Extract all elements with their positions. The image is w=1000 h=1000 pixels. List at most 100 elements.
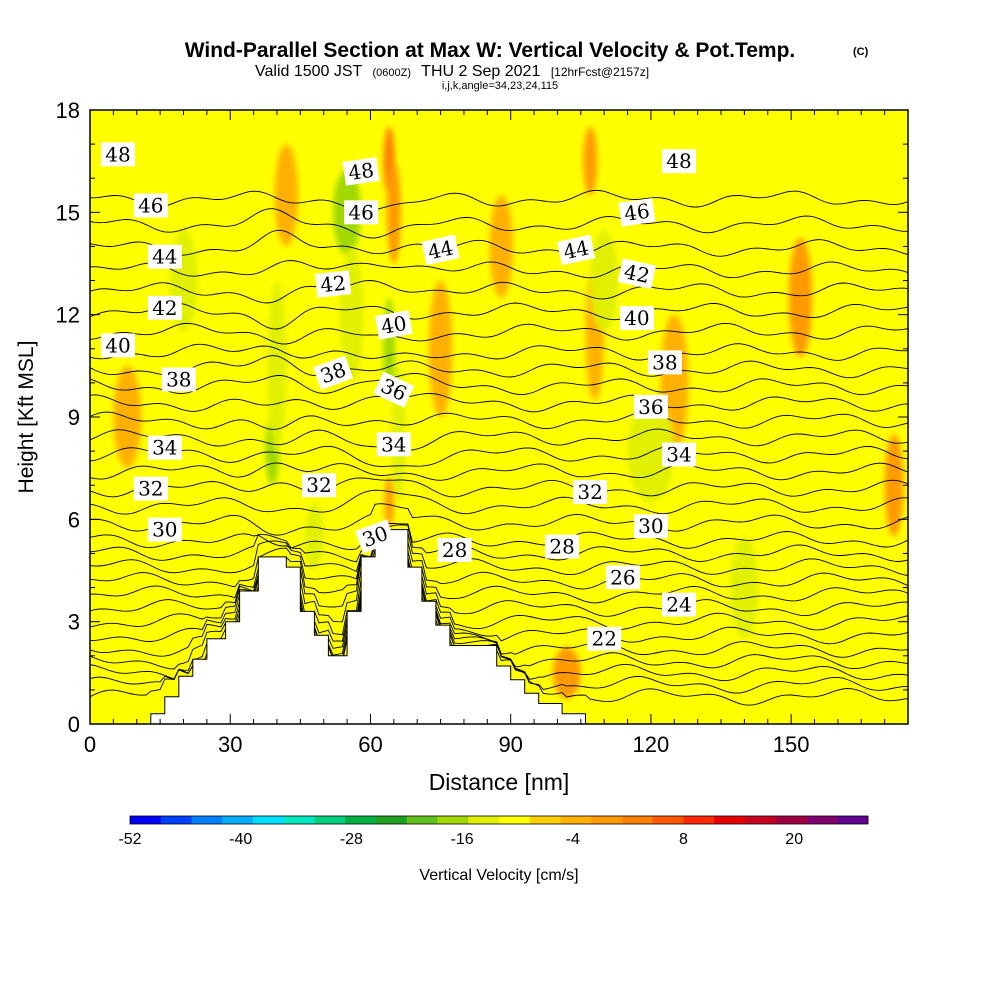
colorbar-tick-label: 8 [679,831,688,848]
theta-contour-line [90,208,908,239]
contour-label: 30 [633,514,668,539]
contour-label: 28 [545,534,580,559]
colorbar-swatch [499,816,531,824]
velocity-cell [428,280,453,417]
contour-label-box [101,142,135,167]
contour-label-box [313,355,354,390]
contour-label-box [421,234,460,266]
contour-label-text: 46 [623,199,652,226]
colorbar-swatch [437,816,469,824]
velocity-cell [305,502,324,571]
contour-label: 30 [147,517,182,542]
contour-label-box [437,538,472,562]
colorbar-swatch [406,816,438,824]
contour-label: 34 [147,435,182,460]
theta-contour-line [90,355,908,379]
colorbar-tick-label: -16 [451,831,474,848]
contour-label-text: 48 [666,149,691,173]
y-tick-label: 3 [68,610,80,635]
contour-label-box [147,244,182,269]
colorbar-swatch [160,816,192,824]
y-tick-label: 12 [56,303,80,328]
contour-label: 40 [619,306,654,331]
theta-contour-line [90,541,908,590]
contour-label-box [633,394,668,419]
theta-contour-line [90,503,908,536]
theta-contour-line [90,545,908,617]
velocity-cell [583,127,598,196]
y-tick-label: 6 [68,507,80,532]
colorbar-tick-label: -28 [340,831,363,848]
colorbar-swatch [714,816,746,824]
theta-contour-line [90,522,908,550]
contour-label-text: 22 [591,627,616,651]
contour-label-text: 38 [652,350,677,374]
contour-label-box [147,295,182,320]
contour-label-text: 24 [666,593,691,617]
contour-label: 26 [605,565,640,590]
colorbar-swatch [775,816,807,824]
theta-contour-line [90,260,908,279]
theta-contour-line [90,428,908,451]
contour-label-text: 30 [152,518,177,542]
contour-label-text: 44 [152,245,177,269]
contour-label-box [647,350,682,375]
contour-label: 40 [374,310,413,340]
y-tick-label: 9 [68,405,80,430]
contour-label: 46 [618,198,656,227]
colorbar-swatch [622,816,654,824]
forecast-info: [12hrFcst@2157z] [551,65,649,79]
colorbar-tick-label: 20 [785,831,803,848]
contour-label: 32 [302,473,336,498]
velocity-field [113,127,904,699]
theta-contour-line [90,462,908,481]
contour-label: 48 [662,149,696,174]
contour-label-text: 34 [666,443,691,467]
velocity-cell [590,229,619,332]
contour-label-text: 44 [561,236,591,265]
contour-label-text: 30 [638,514,663,538]
contour-label-box [376,432,411,457]
contour-label: 40 [101,333,135,358]
y-tick-label: 15 [56,200,80,225]
velocity-cell [489,195,514,298]
theta-contour-line [90,445,908,467]
contour-label-text: 42 [319,271,347,298]
colorbar-frame [129,815,869,825]
colorbar-swatch [253,816,285,824]
contour-label: 46 [344,200,379,225]
theta-contour-line [90,555,908,645]
contour-label: 28 [437,538,472,562]
contour-label-box [605,565,640,590]
contour-label-text: 48 [105,142,130,166]
y-tick-label: 0 [68,712,80,737]
velocity-cell [627,399,675,503]
velocity-cell [884,434,904,537]
colorbar-swatch [560,816,592,824]
contour-label-box [662,149,696,174]
theta-contour-line [90,411,908,430]
terrain-mask [150,529,586,724]
theta-contour-line [90,477,908,498]
contour-label-box [355,519,396,554]
contour-label-box [662,592,696,617]
theta-contour-line [90,229,908,257]
contour-label-text: 28 [442,538,467,562]
velocity-cell [730,536,759,639]
colorbar-swatch [652,816,684,824]
velocity-cell [113,365,142,469]
contour-label: 44 [147,244,182,269]
contour-label-box [133,193,168,218]
contour-label-text: 34 [152,436,177,460]
contour-label-text: 40 [105,333,130,357]
contour-label-text: 40 [379,311,408,339]
contour-label: 24 [662,592,696,617]
x-axis: 0 30 60 90 120 150 [84,110,909,757]
colorbar-swatch [683,816,715,824]
theta-contour-line [90,545,908,604]
theta-contour-line [90,561,908,658]
contour-label: 34 [662,442,696,467]
contour-label-box [373,371,415,408]
